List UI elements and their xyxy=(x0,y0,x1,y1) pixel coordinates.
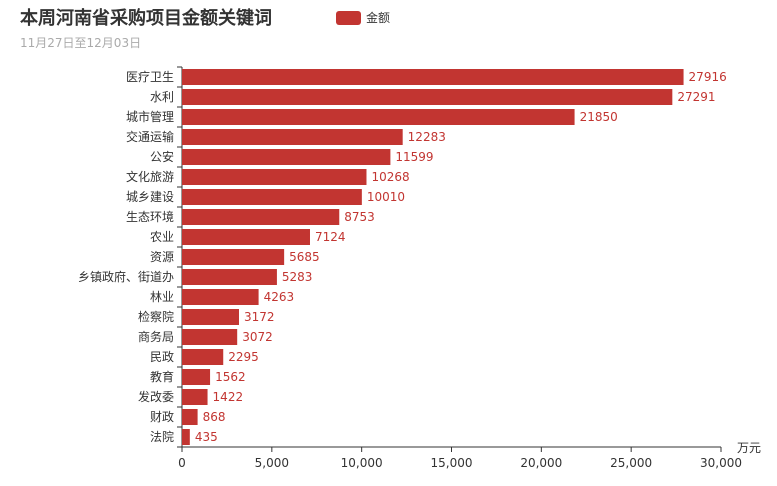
bar[interactable] xyxy=(182,189,362,205)
value-label: 10010 xyxy=(367,190,405,204)
plot-area: 0 5,000 10,000 15,000 20,000 25,000 30,000 医疗卫生… xyxy=(78,66,742,470)
x-tick-label: 30,000 xyxy=(700,456,742,470)
bar[interactable] xyxy=(182,249,285,265)
value-label: 21850 xyxy=(580,110,618,124)
x-tick-label: 5,000 xyxy=(255,456,289,470)
bar[interactable] xyxy=(182,129,403,145)
category-label: 农业 xyxy=(150,230,174,244)
x-tick-label: 25,000 xyxy=(610,456,652,470)
legend-swatch[interactable] xyxy=(336,11,361,25)
category-label: 水利 xyxy=(150,90,174,104)
category-label: 商务局 xyxy=(138,329,174,344)
category-label: 交通运输 xyxy=(126,129,174,144)
value-label: 2295 xyxy=(228,350,259,364)
bar[interactable] xyxy=(182,369,211,385)
value-label: 27916 xyxy=(689,70,727,84)
legend[interactable]: 金额 xyxy=(336,10,390,25)
value-label: 4263 xyxy=(264,290,295,304)
category-label: 医疗卫生 xyxy=(126,70,174,84)
bar[interactable] xyxy=(182,229,310,245)
bar[interactable] xyxy=(182,409,198,425)
value-label: 8753 xyxy=(344,210,375,224)
bar[interactable] xyxy=(182,329,238,345)
bar[interactable] xyxy=(182,69,684,85)
value-label: 5283 xyxy=(282,270,313,284)
bar[interactable] xyxy=(182,169,367,185)
bar[interactable] xyxy=(182,269,277,285)
value-label: 12283 xyxy=(408,130,446,144)
x-tick-label: 10,000 xyxy=(341,456,383,470)
value-label: 435 xyxy=(195,430,218,444)
value-label: 1562 xyxy=(215,370,246,384)
chart-title: 本周河南省采购项目金额关键词 xyxy=(20,7,272,29)
bar[interactable] xyxy=(182,89,673,105)
value-label: 3172 xyxy=(244,310,275,324)
value-label: 10268 xyxy=(371,170,409,184)
legend-label[interactable]: 金额 xyxy=(366,10,390,25)
category-label: 公安 xyxy=(150,149,174,164)
category-label: 检察院 xyxy=(138,309,174,324)
category-label: 发改委 xyxy=(138,389,174,404)
x-tick-label: 0 xyxy=(178,456,186,470)
category-label: 林业 xyxy=(150,290,174,304)
x-axis-unit: 万元 xyxy=(737,441,761,455)
bar[interactable] xyxy=(182,429,190,445)
value-label: 1422 xyxy=(213,390,244,404)
category-label: 生态环境 xyxy=(126,209,174,224)
category-label: 资源 xyxy=(150,250,174,264)
category-label: 财政 xyxy=(150,410,174,424)
bar[interactable] xyxy=(182,349,224,365)
category-label: 法院 xyxy=(150,430,174,444)
bar[interactable] xyxy=(182,389,208,405)
category-label: 文化旅游 xyxy=(126,169,174,184)
value-label: 3072 xyxy=(242,330,273,344)
category-label: 城市管理 xyxy=(126,109,174,124)
value-label: 7124 xyxy=(315,230,346,244)
category-label: 城乡建设 xyxy=(126,190,174,204)
x-tick-label: 15,000 xyxy=(431,456,473,470)
value-label: 868 xyxy=(203,410,226,424)
bar[interactable] xyxy=(182,209,340,225)
value-label: 27291 xyxy=(677,90,715,104)
chart-subtitle: 11月27日至12月03日 xyxy=(20,36,141,50)
bar[interactable] xyxy=(182,289,259,305)
x-tick-label: 20,000 xyxy=(520,456,562,470)
bar[interactable] xyxy=(182,109,575,125)
category-label: 民政 xyxy=(150,350,174,364)
category-label: 教育 xyxy=(150,369,174,384)
category-label: 乡镇政府、街道办 xyxy=(78,269,174,284)
value-label: 5685 xyxy=(289,250,320,264)
value-label: 11599 xyxy=(395,150,433,164)
bar[interactable] xyxy=(182,309,239,325)
bar[interactable] xyxy=(182,149,391,165)
